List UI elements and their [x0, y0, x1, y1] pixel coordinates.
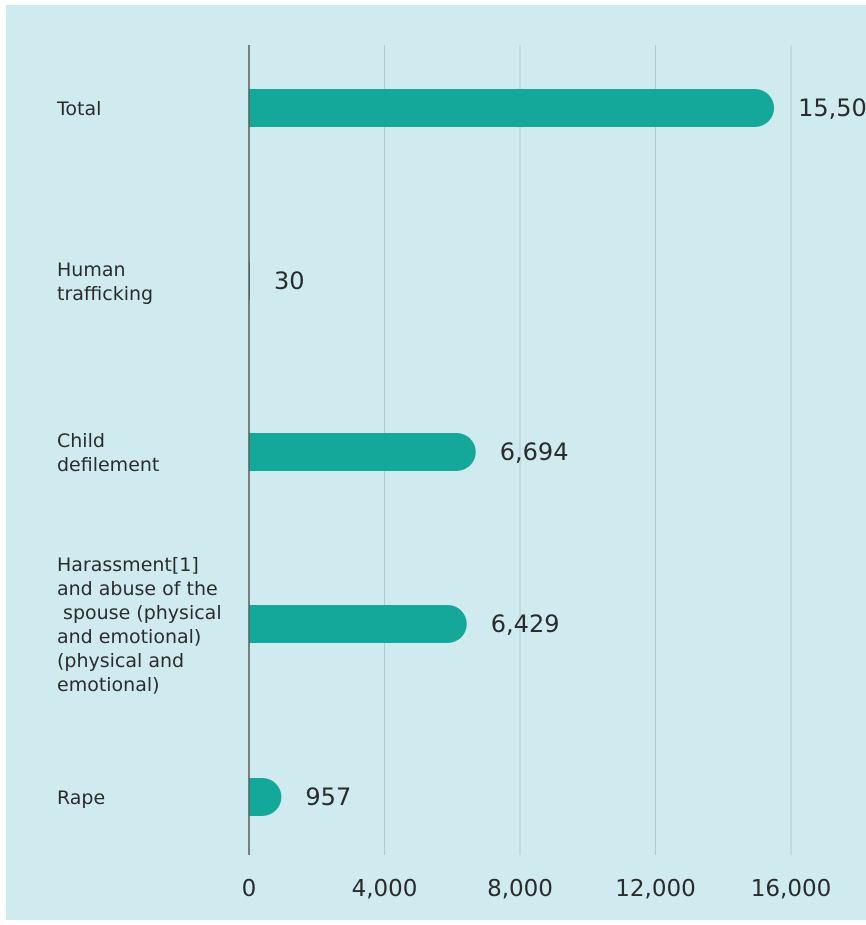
x-tick-label: 8,000: [487, 876, 553, 902]
value-label: 6,694: [500, 438, 569, 466]
bar: [249, 778, 282, 816]
category-label: Human trafficking: [57, 259, 153, 305]
category-label-line: Human: [57, 259, 126, 281]
x-tick-label: 0: [242, 876, 257, 902]
category-label: Rape: [57, 787, 105, 809]
category-label-line: Harassment[1]: [57, 554, 199, 576]
bar: [249, 605, 467, 643]
category-label-line: emotional): [57, 674, 160, 696]
value-label: 15,501: [798, 94, 866, 122]
category-label-line: trafficking: [57, 283, 153, 305]
x-tick-label: 16,000: [751, 876, 831, 902]
category-label-line: and emotional): [57, 626, 201, 648]
x-tick-label: 12,000: [615, 876, 695, 902]
category-label: Total: [56, 98, 101, 120]
category-label-line: spouse (physical: [57, 602, 222, 624]
value-labels: 15,501 30 6,694 6,429 957: [274, 94, 866, 811]
value-label: 957: [305, 783, 351, 811]
bar: [249, 89, 775, 127]
category-label-line: Total: [56, 98, 101, 120]
category-label-line: Rape: [57, 787, 105, 809]
bars: [249, 89, 775, 816]
bar: [249, 433, 476, 471]
category-label-line: Child: [57, 430, 105, 452]
category-labels: Total Human trafficking Child defilement Hara…: [56, 98, 222, 809]
x-tick-label: 4,000: [352, 876, 418, 902]
x-axis-ticks: 0 4,000 8,000 12,000 16,000: [242, 876, 832, 902]
value-label: 6,429: [491, 610, 560, 638]
category-label: Child defilement: [57, 430, 159, 476]
category-label-line: defilement: [57, 454, 159, 476]
category-label-line: and abuse of the: [57, 578, 218, 600]
value-label: 30: [274, 267, 305, 295]
category-label: Harassment[1] and abuse of the spouse (ph…: [57, 554, 222, 696]
gridlines: [384, 45, 792, 855]
category-label-line: (physical and: [57, 650, 184, 672]
